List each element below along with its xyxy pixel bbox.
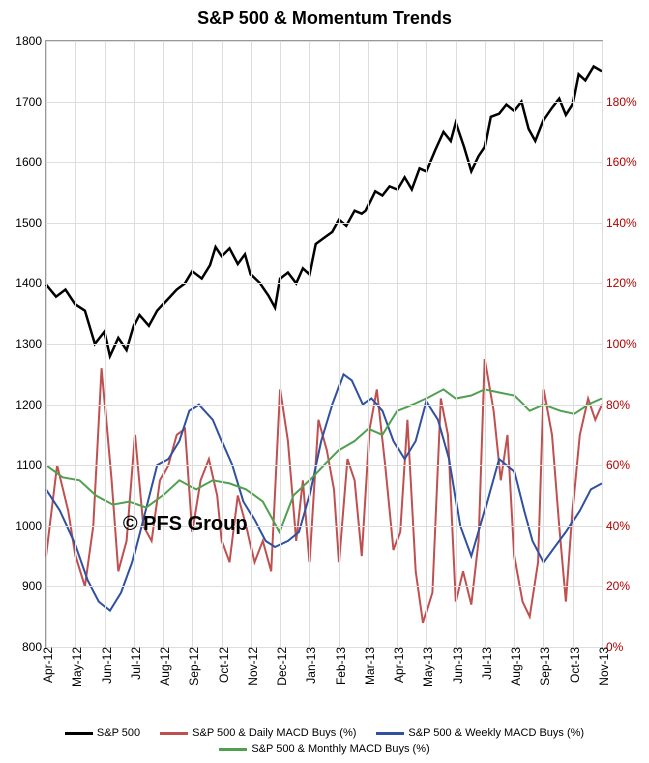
chart-title: S&P 500 & Momentum Trends — [0, 0, 649, 29]
y-right-tick: 120% — [602, 276, 637, 290]
y-left-tick: 1800 — [15, 34, 46, 48]
x-tick: Sep-12 — [183, 647, 201, 686]
x-tick: Aug-13 — [505, 647, 523, 686]
y-left-tick: 1600 — [15, 155, 46, 169]
legend-item: S&P 500 — [65, 727, 140, 739]
y-right-tick: 40% — [602, 519, 630, 533]
legend-item: S&P 500 & Monthly MACD Buys (%) — [219, 743, 429, 755]
x-tick: Jun-12 — [96, 647, 114, 684]
x-tick: Sep-13 — [534, 647, 552, 686]
series-line — [46, 67, 602, 357]
x-tick: Oct-12 — [213, 647, 231, 683]
x-tick: Apr-13 — [388, 647, 406, 683]
y-left-tick: 1100 — [16, 458, 46, 472]
x-tick: Jul-12 — [125, 647, 143, 680]
legend-swatch — [160, 732, 188, 735]
plot-area: 8009001000110012001300140015001600170018… — [45, 40, 603, 648]
y-right-tick: 20% — [602, 579, 630, 593]
legend-item: S&P 500 & Daily MACD Buys (%) — [160, 727, 356, 739]
y-left-tick: 900 — [22, 579, 46, 593]
y-left-tick: 1400 — [15, 276, 46, 290]
x-tick: Feb-13 — [330, 647, 348, 685]
y-left-tick: 1200 — [15, 398, 46, 412]
legend: S&P 500 S&P 500 & Daily MACD Buys (%) S&P … — [0, 727, 649, 755]
y-left-tick: 1700 — [15, 95, 46, 109]
copyright-annotation: © PFS Group — [123, 513, 248, 536]
legend-swatch — [219, 748, 247, 751]
chart-container: S&P 500 & Momentum Trends 80090010001100… — [0, 0, 649, 763]
x-tick: Apr-12 — [37, 647, 55, 683]
legend-label: S&P 500 & Monthly MACD Buys (%) — [251, 743, 429, 755]
x-tick: Nov-13 — [593, 647, 611, 686]
y-left-tick: 1000 — [15, 519, 46, 533]
y-left-tick: 1500 — [15, 216, 46, 230]
y-right-tick: 140% — [602, 216, 637, 230]
legend-label: S&P 500 — [97, 727, 140, 739]
x-tick: Dec-12 — [271, 647, 289, 686]
y-right-tick: 180% — [602, 95, 637, 109]
x-tick: Nov-12 — [242, 647, 260, 686]
x-tick: Mar-13 — [359, 647, 377, 685]
x-tick: Jan-13 — [300, 647, 318, 684]
y-right-tick: 60% — [602, 458, 630, 472]
x-tick: Jul-13 — [476, 647, 494, 680]
x-tick: Jun-13 — [447, 647, 465, 684]
legend-swatch — [65, 732, 93, 735]
x-tick: May-13 — [417, 647, 435, 687]
legend-label: S&P 500 & Daily MACD Buys (%) — [192, 727, 356, 739]
x-tick: May-12 — [66, 647, 84, 687]
legend-label: S&P 500 & Weekly MACD Buys (%) — [408, 727, 584, 739]
y-left-tick: 1300 — [15, 337, 46, 351]
x-tick: Oct-13 — [564, 647, 582, 683]
y-right-tick: 160% — [602, 155, 637, 169]
legend-item: S&P 500 & Weekly MACD Buys (%) — [376, 727, 584, 739]
x-tick: Aug-12 — [154, 647, 172, 686]
y-right-tick: 80% — [602, 398, 630, 412]
y-right-tick: 100% — [602, 337, 637, 351]
legend-swatch — [376, 732, 404, 735]
